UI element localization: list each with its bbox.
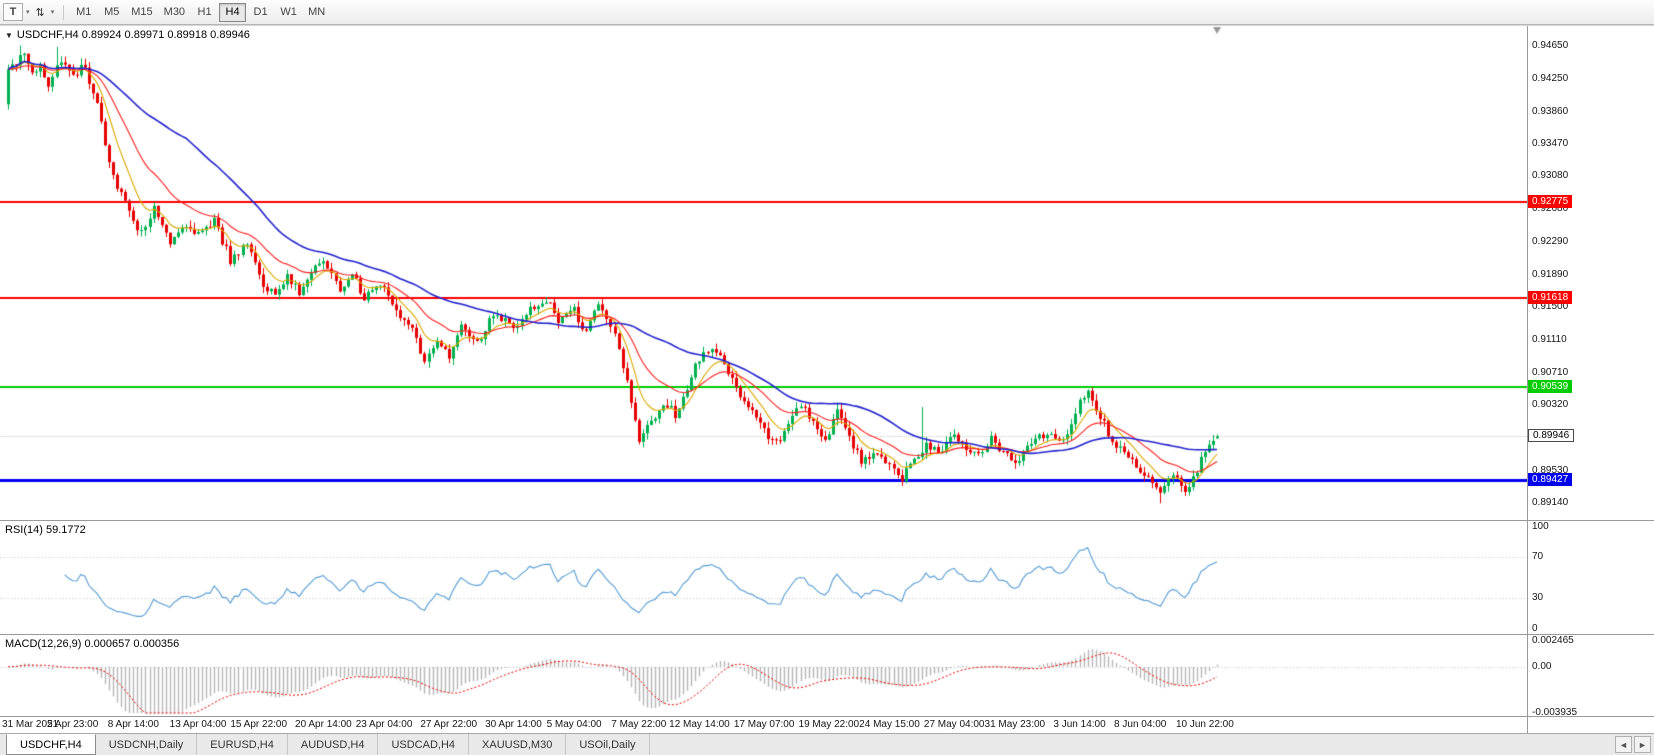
macd-canvas[interactable] bbox=[0, 635, 1527, 716]
timeframe-button-mn[interactable]: MN bbox=[308, 6, 326, 18]
time-axis-label: 24 May 15:00 bbox=[859, 719, 920, 730]
text-tool-button[interactable]: T bbox=[3, 3, 23, 21]
time-axis-label: 27 Apr 22:00 bbox=[420, 719, 478, 730]
price-axis-label: 0.93080 bbox=[1532, 170, 1569, 181]
axis-corner bbox=[1527, 717, 1654, 733]
toolbar-separator bbox=[63, 4, 65, 20]
price-axis-label: 0.93860 bbox=[1532, 106, 1569, 117]
macd-pane: MACD(12,26,9) 0.000657 0.000356 0.002465… bbox=[0, 635, 1654, 716]
price-line-tag: 0.89427 bbox=[1528, 473, 1573, 486]
price-axis-label: 0.91890 bbox=[1532, 269, 1569, 280]
timeframe-button-d1[interactable]: D1 bbox=[253, 6, 268, 18]
rsi-level-label: 100 bbox=[1532, 521, 1549, 532]
macd-axis[interactable]: 0.002465 0.00 -0.003935 bbox=[1527, 635, 1654, 716]
time-axis-label: 15 Apr 22:00 bbox=[230, 719, 288, 730]
tabs-scroll-right-button[interactable]: ► bbox=[1634, 736, 1651, 753]
timeframe-button-m5[interactable]: M5 bbox=[104, 6, 120, 18]
macd-level-label: -0.003935 bbox=[1532, 707, 1578, 716]
time-axis-label: 30 Apr 14:00 bbox=[485, 719, 542, 730]
chart-tools-icon: ⇅ bbox=[35, 6, 45, 19]
text-tool-dropdown-caret-icon[interactable]: ▾ bbox=[26, 9, 30, 16]
rsi-level-label: 0 bbox=[1532, 623, 1538, 634]
timeframe-button-h4[interactable]: H4 bbox=[219, 2, 247, 22]
tabs-scroll-left-button[interactable]: ◄ bbox=[1615, 736, 1632, 753]
rsi-level-label: 70 bbox=[1532, 551, 1544, 562]
price-axis[interactable]: 0.94650 0.94250 0.93860 0.93470 0.93080 0.926… bbox=[1527, 26, 1654, 520]
chart-tab-usoil-daily[interactable]: USOil,Daily bbox=[566, 734, 650, 755]
toolbar: T ▾ ⇅ ▾ M1 M5 M15 M30 H1 H4 D1 W1 MN bbox=[0, 0, 1654, 25]
chart-tab-usdcnh-daily[interactable]: USDCNH,Daily bbox=[96, 734, 198, 755]
time-axis-label: 17 May 07:00 bbox=[733, 719, 795, 730]
macd-plot: MACD(12,26,9) 0.000657 0.000356 bbox=[0, 635, 1527, 716]
price-chart-canvas[interactable] bbox=[0, 26, 1527, 520]
rsi-level-label: 30 bbox=[1532, 592, 1544, 603]
current-price-tag: 0.89946 bbox=[1528, 429, 1575, 442]
rsi-axis[interactable]: 100 70 30 0 bbox=[1527, 521, 1654, 634]
time-axis-label: 31 Mar 2021 bbox=[2, 719, 59, 730]
chart-tools-button[interactable]: ⇅ bbox=[33, 3, 48, 22]
time-axis-label: 5 Apr 23:00 bbox=[47, 719, 99, 730]
timeframe-button-group: M1 M5 M15 M30 H1 H4 D1 W1 MN bbox=[70, 2, 330, 22]
rsi-pane: RSI(14) 59.1772 100 70 30 0 bbox=[0, 521, 1654, 634]
timeframe-button-m1[interactable]: M1 bbox=[76, 6, 92, 18]
macd-level-label: 0.00 bbox=[1532, 661, 1552, 672]
price-line-tag: 0.90539 bbox=[1528, 380, 1573, 393]
rsi-canvas[interactable] bbox=[0, 521, 1527, 634]
timeframe-button-m30[interactable]: M30 bbox=[163, 6, 186, 18]
chart-tabs: USDCHF,H4 USDCNH,Daily EURUSD,H4 AUDUSD,H4 U… bbox=[0, 734, 650, 755]
chart-tab-xauusd-m30[interactable]: XAUUSD,M30 bbox=[469, 734, 567, 755]
macd-level-label: 0.002465 bbox=[1532, 635, 1574, 646]
price-axis-label: 0.93470 bbox=[1532, 138, 1569, 149]
chart-tab-eurusd-h4[interactable]: EURUSD,H4 bbox=[197, 734, 288, 755]
timeframe-button-w1[interactable]: W1 bbox=[280, 6, 297, 18]
price-chart-pane: ▼ USDCHF,H4 0.89924 0.89971 0.89918 0.89… bbox=[0, 26, 1654, 520]
time-axis-label: 23 Apr 04:00 bbox=[355, 719, 413, 730]
tab-scroll-buttons: ◄ ► bbox=[1615, 736, 1651, 753]
price-axis-label: 0.90710 bbox=[1532, 367, 1569, 378]
price-axis-label: 0.94650 bbox=[1532, 40, 1569, 51]
rsi-plot: RSI(14) 59.1772 bbox=[0, 521, 1527, 634]
chart-tab-usdcad-h4[interactable]: USDCAD,H4 bbox=[378, 734, 470, 755]
time-axis-label: 3 Jun 14:00 bbox=[1053, 719, 1106, 730]
price-chart-plot: ▼ USDCHF,H4 0.89924 0.89971 0.89918 0.89… bbox=[0, 26, 1527, 520]
timeframe-button-m15[interactable]: M15 bbox=[131, 6, 153, 18]
price-axis-label: 0.91500 bbox=[1532, 301, 1569, 312]
price-axis-label: 0.94250 bbox=[1532, 73, 1569, 84]
pane-splitter[interactable] bbox=[0, 634, 1654, 635]
time-axis-label: 13 Apr 04:00 bbox=[169, 719, 227, 730]
pane-splitter[interactable] bbox=[0, 520, 1654, 521]
letter-t-icon: T bbox=[9, 6, 17, 18]
chart-workspace: ▼ USDCHF,H4 0.89924 0.89971 0.89918 0.89… bbox=[0, 25, 1654, 733]
time-axis-label: 20 Apr 14:00 bbox=[295, 719, 352, 730]
chart-tab-usdchf-h4[interactable]: USDCHF,H4 bbox=[6, 734, 96, 755]
time-axis-label: 27 May 04:00 bbox=[923, 719, 985, 730]
price-axis-label: 0.92290 bbox=[1532, 236, 1569, 247]
time-axis-label: 19 May 22:00 bbox=[798, 719, 860, 730]
chart-tab-audusd-h4[interactable]: AUDUSD,H4 bbox=[288, 734, 379, 755]
price-line-tag: 0.91618 bbox=[1528, 291, 1573, 304]
time-axis-labels: 31 Mar 2021 5 Apr 23:00 8 Apr 14:00 13 Apr … bbox=[0, 717, 1527, 733]
time-axis-label: 5 May 04:00 bbox=[546, 719, 602, 730]
price-axis-label: 0.89530 bbox=[1532, 465, 1569, 476]
time-axis-label: 7 May 22:00 bbox=[611, 719, 667, 730]
timeframe-button-h1[interactable]: H1 bbox=[197, 6, 212, 18]
chart-tools-dropdown-caret-icon[interactable]: ▾ bbox=[50, 9, 55, 16]
price-axis-label: 0.91110 bbox=[1532, 334, 1567, 345]
time-axis-label: 8 Jun 04:00 bbox=[1114, 719, 1167, 730]
time-axis-label: 31 May 23:00 bbox=[984, 719, 1046, 730]
time-axis-label: 12 May 14:00 bbox=[669, 719, 730, 730]
time-axis-label: 8 Apr 14:00 bbox=[107, 719, 159, 730]
time-axis-label: 10 Jun 22:00 bbox=[1175, 719, 1234, 730]
price-axis-label: 0.90320 bbox=[1532, 399, 1569, 410]
chart-tabs-bar: USDCHF,H4 USDCNH,Daily EURUSD,H4 AUDUSD,H4 U… bbox=[0, 733, 1654, 755]
price-line-tag: 0.92775 bbox=[1528, 195, 1573, 208]
price-axis-label: 0.92680 bbox=[1532, 203, 1569, 214]
price-axis-label: 0.89140 bbox=[1532, 497, 1569, 508]
time-axis[interactable]: 31 Mar 2021 5 Apr 23:00 8 Apr 14:00 13 Apr … bbox=[0, 716, 1654, 733]
